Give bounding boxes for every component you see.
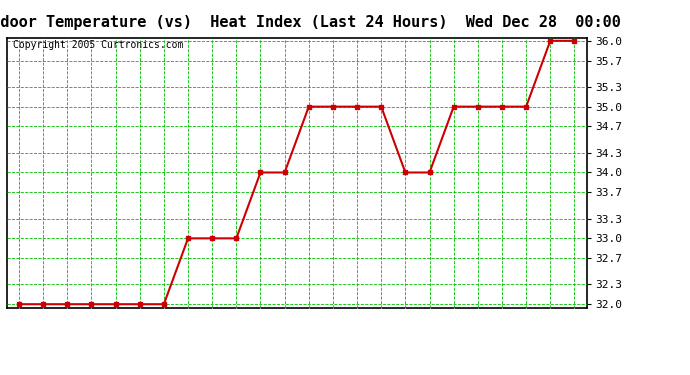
Text: 13:00: 13:00 xyxy=(304,311,314,345)
Text: 03:00: 03:00 xyxy=(62,311,72,345)
Text: 15:00: 15:00 xyxy=(352,311,362,345)
Text: 07:00: 07:00 xyxy=(159,311,169,345)
Text: 09:00: 09:00 xyxy=(207,311,217,345)
Text: 06:00: 06:00 xyxy=(135,311,145,345)
Text: 00:00: 00:00 xyxy=(569,311,580,345)
Text: 18:00: 18:00 xyxy=(424,311,435,345)
Text: 19:00: 19:00 xyxy=(448,311,459,345)
Text: 20:00: 20:00 xyxy=(473,311,483,345)
Text: 05:00: 05:00 xyxy=(110,311,121,345)
Text: 21:00: 21:00 xyxy=(497,311,507,345)
Text: Copyright 2005 Curtronics.com: Copyright 2005 Curtronics.com xyxy=(12,40,183,50)
Text: 04:00: 04:00 xyxy=(86,311,97,345)
Text: 14:00: 14:00 xyxy=(328,311,338,345)
Text: Outdoor Temperature (vs)  Heat Index (Last 24 Hours)  Wed Dec 28  00:00: Outdoor Temperature (vs) Heat Index (Las… xyxy=(0,15,620,30)
Text: 11:00: 11:00 xyxy=(255,311,266,345)
Text: 22:00: 22:00 xyxy=(521,311,531,345)
Text: 17:00: 17:00 xyxy=(400,311,411,345)
Text: 02:00: 02:00 xyxy=(38,311,48,345)
Text: 08:00: 08:00 xyxy=(183,311,193,345)
Text: 12:00: 12:00 xyxy=(279,311,290,345)
Text: 01:00: 01:00 xyxy=(14,311,24,345)
Text: 10:00: 10:00 xyxy=(231,311,241,345)
Text: 23:00: 23:00 xyxy=(545,311,555,345)
Text: 16:00: 16:00 xyxy=(376,311,386,345)
